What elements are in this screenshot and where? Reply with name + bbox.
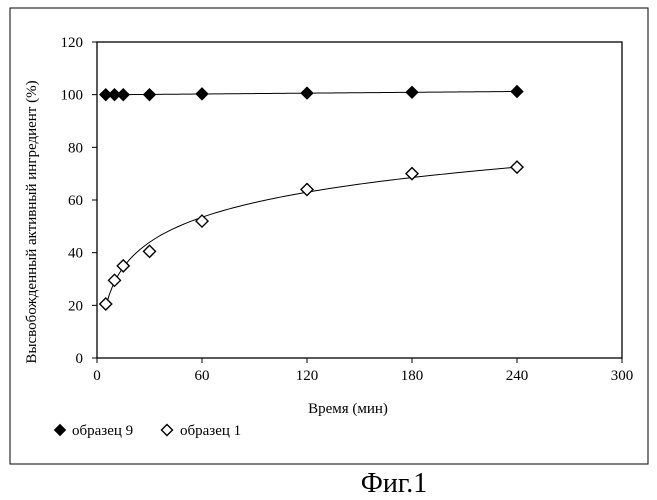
y-tick-label: 20	[68, 298, 83, 314]
legend-filled-diamond-icon	[55, 425, 66, 436]
y-tick-label: 40	[68, 246, 83, 262]
plot-area	[97, 42, 622, 358]
x-tick-label: 120	[296, 368, 319, 384]
x-tick-label: 240	[506, 368, 529, 384]
y-tick-label: 100	[61, 88, 84, 104]
x-tick-label: 300	[611, 368, 634, 384]
y-tick-label: 120	[61, 35, 84, 51]
y-axis-title: Высвобожденный активный ингредиент (%)	[24, 80, 40, 363]
x-axis-title: Время (мин)	[308, 401, 388, 417]
x-tick-label: 0	[93, 368, 101, 384]
y-tick-label: 80	[68, 140, 83, 156]
x-axis-ticks: 0 60 120 180 240 300	[93, 358, 633, 384]
legend-entry-label: образец 9	[72, 423, 133, 439]
figure-caption: Фиг.1	[361, 468, 427, 499]
legend-open-diamond-icon	[162, 425, 173, 436]
y-axis-ticks: 0 20 40 60 80 100 120	[61, 35, 98, 367]
x-tick-label: 180	[401, 368, 424, 384]
x-tick-label: 60	[195, 368, 210, 384]
legend: образец 9 образец 1	[55, 423, 242, 439]
y-tick-label: 0	[76, 351, 84, 367]
y-tick-label: 60	[68, 193, 83, 209]
legend-entry-label: образец 1	[180, 423, 241, 439]
